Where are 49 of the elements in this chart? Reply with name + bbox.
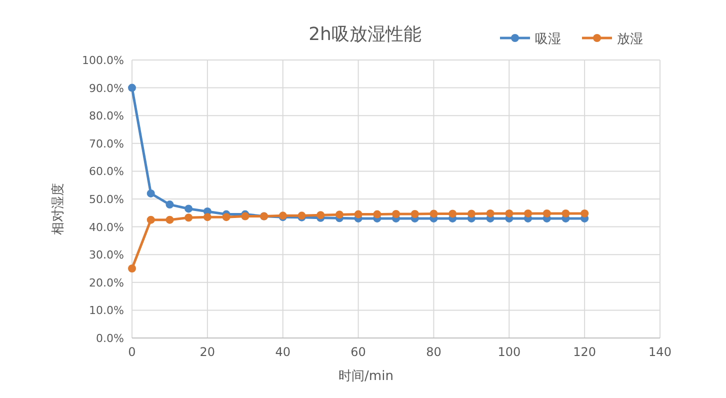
x-tick-label: 40 <box>275 345 290 359</box>
y-tick-label: 10.0% <box>89 304 124 318</box>
chart-title: 2h吸放湿性能 <box>308 24 422 45</box>
y-tick-label: 80.0% <box>89 110 124 123</box>
point <box>580 209 589 218</box>
point <box>316 211 325 220</box>
y-axis-title: 相对湿度 <box>50 183 66 235</box>
point <box>392 210 400 218</box>
point <box>146 189 155 198</box>
x-tick-label: 0 <box>128 345 136 359</box>
point <box>542 209 551 218</box>
x-tick-label: 60 <box>350 345 366 359</box>
x-tick-label: 100 <box>498 345 521 359</box>
point <box>166 216 174 224</box>
x-tick-label: 120 <box>573 345 596 359</box>
x-tick-label: 80 <box>426 345 442 359</box>
y-tick-label: 60.0% <box>89 165 124 178</box>
legend-label: 放湿 <box>617 32 643 47</box>
x-tick-label: 20 <box>200 345 216 359</box>
y-tick-label: 40.0% <box>89 220 124 234</box>
point <box>430 210 438 218</box>
point <box>410 210 419 218</box>
point <box>203 213 212 222</box>
point <box>222 213 230 222</box>
y-tick-label: 30.0% <box>89 248 124 262</box>
point <box>354 210 362 218</box>
point <box>166 200 174 209</box>
point <box>335 210 344 219</box>
point <box>562 209 570 218</box>
point <box>128 84 136 92</box>
point <box>128 264 136 272</box>
point <box>524 209 532 218</box>
point <box>146 216 155 224</box>
point <box>184 204 193 213</box>
legend-label: 吸湿 <box>535 32 561 47</box>
y-tick-label: 90.0% <box>89 82 124 95</box>
y-tick-label: 100.0% <box>82 54 124 67</box>
x-axis-title: 时间/min <box>338 369 394 384</box>
x-tick-label: 140 <box>648 345 672 359</box>
point <box>486 209 494 218</box>
point <box>373 210 382 218</box>
y-tick-label: 20.0% <box>89 276 124 290</box>
point <box>448 210 457 218</box>
y-tick-label: 50.0% <box>89 193 124 206</box>
point <box>467 210 476 218</box>
point <box>184 214 193 222</box>
y-tick-label: 70.0% <box>89 137 124 150</box>
point <box>505 209 514 218</box>
y-tick-label: 0.0% <box>96 332 124 345</box>
